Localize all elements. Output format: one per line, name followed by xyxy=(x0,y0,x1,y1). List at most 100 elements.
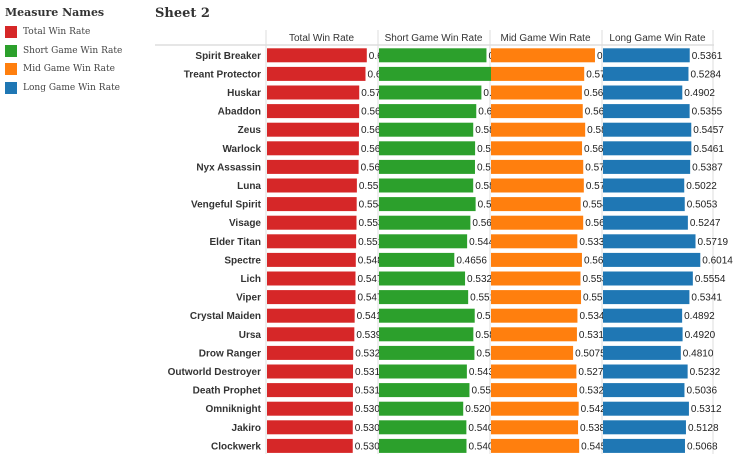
bar-long-game-win-rate-ursa[interactable] xyxy=(603,327,683,342)
bar-short-game-win-rate-outworld-destroyer[interactable] xyxy=(379,364,467,379)
bar-mid-game-win-rate-zeus[interactable] xyxy=(491,122,586,137)
bar-short-game-win-rate-warlock[interactable] xyxy=(379,141,476,156)
bar-short-game-win-rate-vengeful-spirit[interactable] xyxy=(379,197,476,212)
bar-mid-game-win-rate-death-prophet[interactable] xyxy=(491,383,578,398)
bar-short-game-win-rate-death-prophet[interactable] xyxy=(379,383,470,398)
bar-long-game-win-rate-spectre[interactable] xyxy=(603,252,701,267)
bar-short-game-win-rate-omniknight[interactable] xyxy=(379,401,464,416)
bar-total-win-rate-jakiro[interactable] xyxy=(267,420,353,435)
bar-mid-game-win-rate-clockwerk[interactable] xyxy=(491,438,580,453)
bar-long-game-win-rate-luna[interactable] xyxy=(603,178,685,193)
bar-short-game-win-rate-viper[interactable] xyxy=(379,290,469,305)
bar-total-win-rate-warlock[interactable] xyxy=(267,141,359,156)
bar-mid-game-win-rate-spectre[interactable] xyxy=(491,252,582,267)
bar-long-game-win-rate-clockwerk[interactable] xyxy=(603,438,685,453)
value-label-short-game-win-rate-ursa: 0.5832 xyxy=(475,330,506,341)
bar-total-win-rate-zeus[interactable] xyxy=(267,122,359,137)
bar-total-win-rate-ursa[interactable] xyxy=(267,327,355,342)
category-label-clockwerk: Clockwerk xyxy=(211,441,261,452)
bar-mid-game-win-rate-outworld-destroyer[interactable] xyxy=(491,364,577,379)
bar-mid-game-win-rate-jakiro[interactable] xyxy=(491,420,579,435)
bar-long-game-win-rate-zeus[interactable] xyxy=(603,122,692,137)
bar-long-game-win-rate-vengeful-spirit[interactable] xyxy=(603,197,685,212)
bar-long-game-win-rate-elder-titan[interactable] xyxy=(603,234,696,249)
bar-short-game-win-rate-lich[interactable] xyxy=(379,271,466,286)
bar-long-game-win-rate-lich[interactable] xyxy=(603,271,693,286)
value-label-long-game-win-rate-elder-titan: 0.5719 xyxy=(698,237,729,248)
bar-mid-game-win-rate-huskar[interactable] xyxy=(491,85,582,100)
bar-total-win-rate-spirit-breaker[interactable] xyxy=(267,48,367,63)
bar-total-win-rate-crystal-maiden[interactable] xyxy=(267,308,355,323)
bar-total-win-rate-elder-titan[interactable] xyxy=(267,234,357,249)
bar-long-game-win-rate-jakiro[interactable] xyxy=(603,420,686,435)
bar-long-game-win-rate-warlock[interactable] xyxy=(603,141,692,156)
bar-long-game-win-rate-nyx-assassin[interactable] xyxy=(603,159,691,174)
bar-long-game-win-rate-omniknight[interactable] xyxy=(603,401,689,416)
bar-long-game-win-rate-drow-ranger[interactable] xyxy=(603,345,681,360)
value-label-long-game-win-rate-crystal-maiden: 0.4892 xyxy=(684,311,715,322)
bar-total-win-rate-lich[interactable] xyxy=(267,271,356,286)
bar-total-win-rate-vengeful-spirit[interactable] xyxy=(267,197,357,212)
bar-mid-game-win-rate-ursa[interactable] xyxy=(491,327,577,342)
bar-total-win-rate-omniknight[interactable] xyxy=(267,401,353,416)
bar-total-win-rate-spectre[interactable] xyxy=(267,252,356,267)
bar-mid-game-win-rate-warlock[interactable] xyxy=(491,141,583,156)
bar-mid-game-win-rate-crystal-maiden[interactable] xyxy=(491,308,578,323)
bar-mid-game-win-rate-spirit-breaker[interactable] xyxy=(491,48,595,63)
bar-long-game-win-rate-viper[interactable] xyxy=(603,290,690,305)
value-label-long-game-win-rate-lich: 0.5554 xyxy=(695,274,726,285)
bar-short-game-win-rate-zeus[interactable] xyxy=(379,122,474,137)
bar-short-game-win-rate-jakiro[interactable] xyxy=(379,420,467,435)
legend-item-mid-game-win-rate[interactable]: Mid Game Win Rate xyxy=(5,60,145,79)
bar-mid-game-win-rate-treant-protector[interactable] xyxy=(491,66,585,81)
bar-total-win-rate-huskar[interactable] xyxy=(267,85,360,100)
bar-mid-game-win-rate-luna[interactable] xyxy=(491,178,584,193)
bar-short-game-win-rate-abaddon[interactable] xyxy=(379,104,477,119)
bar-total-win-rate-outworld-destroyer[interactable] xyxy=(267,364,354,379)
bar-total-win-rate-nyx-assassin[interactable] xyxy=(267,159,359,174)
bar-short-game-win-rate-ursa[interactable] xyxy=(379,327,474,342)
value-label-mid-game-win-rate-crystal-maiden: 0.5344 xyxy=(579,311,610,322)
legend-item-short-game-win-rate[interactable]: Short Game Win Rate xyxy=(5,42,145,61)
bar-long-game-win-rate-treant-protector[interactable] xyxy=(603,66,689,81)
bar-short-game-win-rate-clockwerk[interactable] xyxy=(379,438,467,453)
bar-short-game-win-rate-luna[interactable] xyxy=(379,178,474,193)
bar-total-win-rate-treant-protector[interactable] xyxy=(267,66,366,81)
bar-mid-game-win-rate-elder-titan[interactable] xyxy=(491,234,578,249)
bar-short-game-win-rate-drow-ranger[interactable] xyxy=(379,345,475,360)
bar-long-game-win-rate-death-prophet[interactable] xyxy=(603,383,685,398)
bar-total-win-rate-luna[interactable] xyxy=(267,178,357,193)
bar-short-game-win-rate-treant-protector[interactable] xyxy=(379,66,492,81)
legend-item-total-win-rate[interactable]: Total Win Rate xyxy=(5,23,145,42)
bar-total-win-rate-clockwerk[interactable] xyxy=(267,438,353,453)
bar-mid-game-win-rate-nyx-assassin[interactable] xyxy=(491,159,584,174)
bar-mid-game-win-rate-visage[interactable] xyxy=(491,215,584,230)
value-label-mid-game-win-rate-visage: 0.5699 xyxy=(585,218,616,229)
bar-mid-game-win-rate-omniknight[interactable] xyxy=(491,401,579,416)
bar-mid-game-win-rate-drow-ranger[interactable] xyxy=(491,345,574,360)
bar-long-game-win-rate-abaddon[interactable] xyxy=(603,104,690,119)
bar-short-game-win-rate-spirit-breaker[interactable] xyxy=(379,48,487,63)
bar-short-game-win-rate-crystal-maiden[interactable] xyxy=(379,308,475,323)
bar-mid-game-win-rate-viper[interactable] xyxy=(491,290,582,305)
bar-long-game-win-rate-spirit-breaker[interactable] xyxy=(603,48,690,63)
bar-short-game-win-rate-visage[interactable] xyxy=(379,215,471,230)
bar-total-win-rate-drow-ranger[interactable] xyxy=(267,345,354,360)
category-label-ursa: Ursa xyxy=(239,330,262,341)
bar-total-win-rate-viper[interactable] xyxy=(267,290,356,305)
bar-long-game-win-rate-huskar[interactable] xyxy=(603,85,683,100)
bar-long-game-win-rate-crystal-maiden[interactable] xyxy=(603,308,683,323)
bar-total-win-rate-death-prophet[interactable] xyxy=(267,383,353,398)
bar-short-game-win-rate-spectre[interactable] xyxy=(379,252,455,267)
bar-mid-game-win-rate-vengeful-spirit[interactable] xyxy=(491,197,581,212)
bar-long-game-win-rate-visage[interactable] xyxy=(603,215,688,230)
bar-total-win-rate-abaddon[interactable] xyxy=(267,104,360,119)
bar-short-game-win-rate-nyx-assassin[interactable] xyxy=(379,159,475,174)
bar-long-game-win-rate-outworld-destroyer[interactable] xyxy=(603,364,688,379)
bar-mid-game-win-rate-abaddon[interactable] xyxy=(491,104,583,119)
bar-mid-game-win-rate-lich[interactable] xyxy=(491,271,581,286)
bar-short-game-win-rate-elder-titan[interactable] xyxy=(379,234,468,249)
bar-short-game-win-rate-huskar[interactable] xyxy=(379,85,482,100)
legend-item-long-game-win-rate[interactable]: Long Game Win Rate xyxy=(5,79,145,98)
bar-total-win-rate-visage[interactable] xyxy=(267,215,357,230)
